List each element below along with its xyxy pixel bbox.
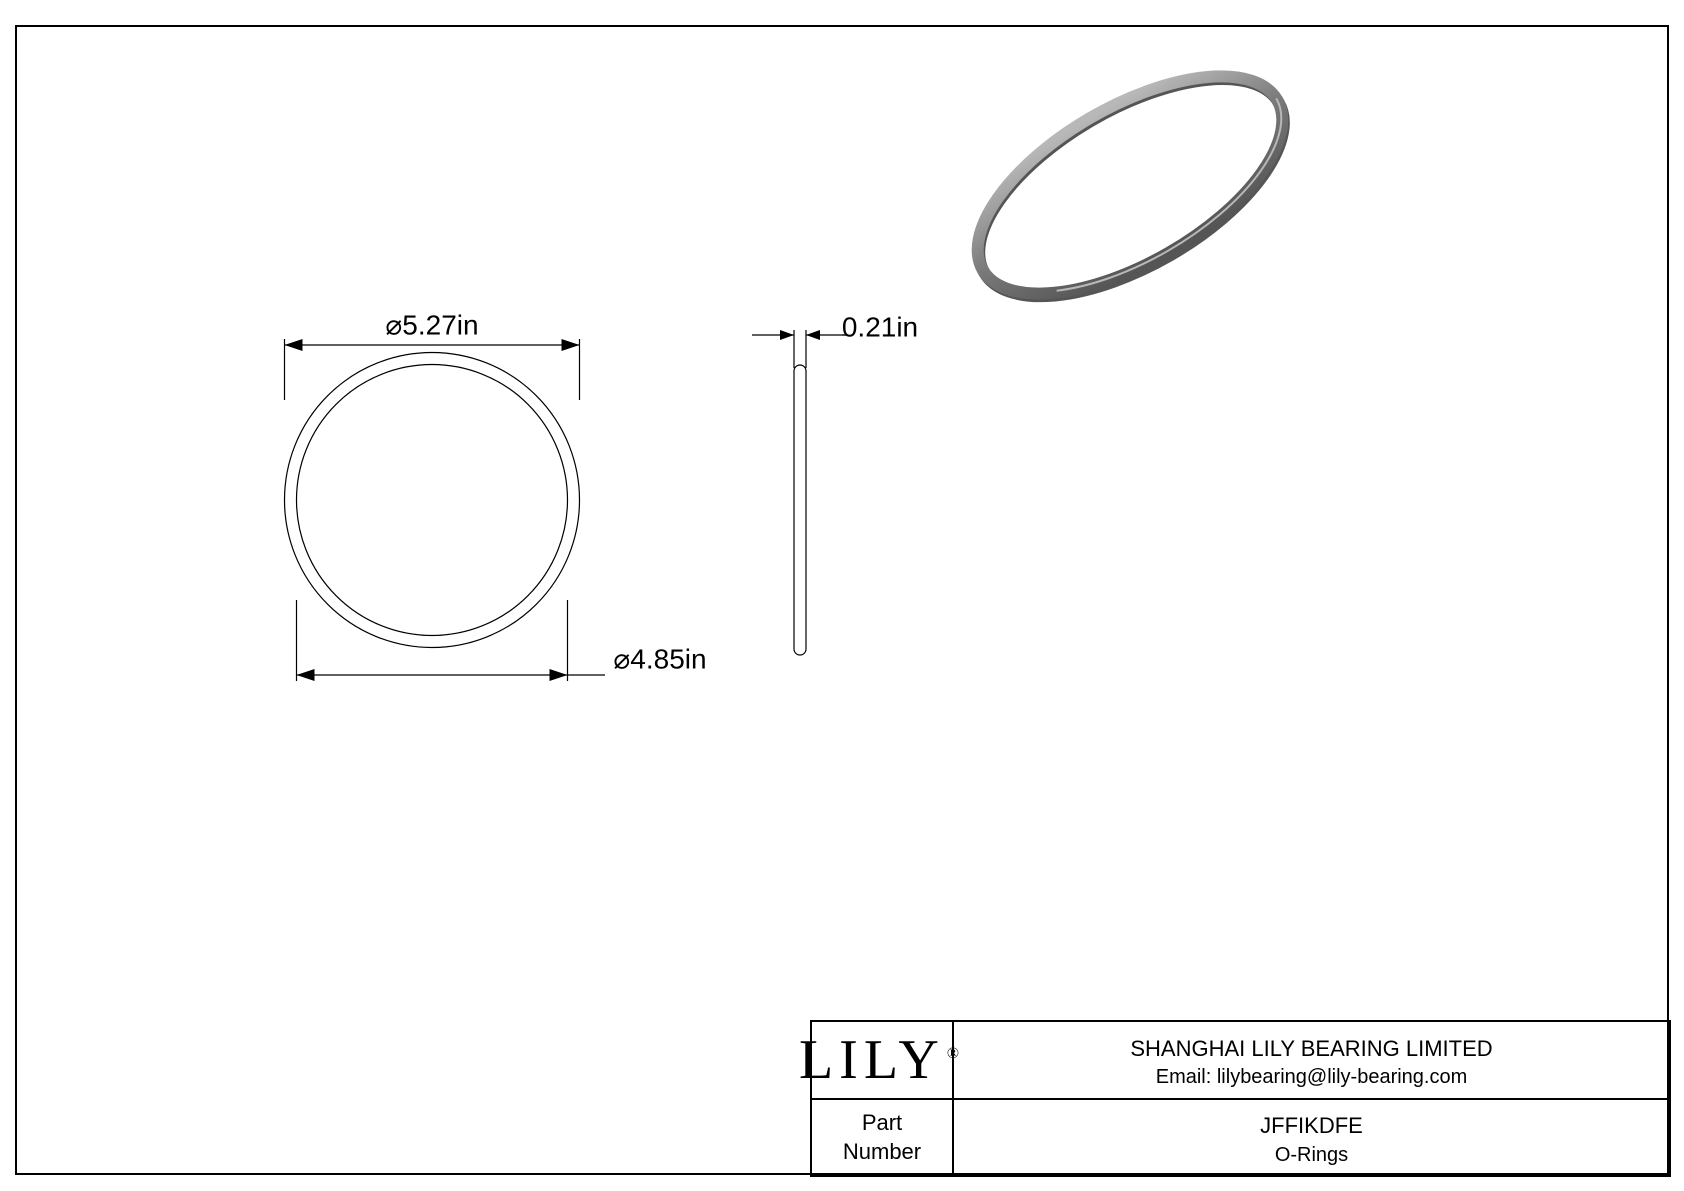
company-email: Email: lilybearing@lily-bearing.com <box>1156 1066 1468 1089</box>
svg-text:⌀5.27in: ⌀5.27in <box>385 309 478 340</box>
svg-text:0.21in: 0.21in <box>842 311 918 342</box>
pn-label-line2: Number <box>843 1138 921 1167</box>
drawing-sheet: ⌀5.27in ⌀4.85in 0.21in LILY® SHANGHAI LILY… <box>0 0 1684 1191</box>
title-block-pn-label-cell: Part Number <box>810 1098 954 1177</box>
company-name: SHANGHAI LILY BEARING LIMITED <box>1130 1031 1492 1066</box>
part-description: O-Rings <box>1275 1144 1348 1167</box>
pn-label-line1: Part <box>862 1109 902 1138</box>
title-block: LILY® SHANGHAI LILY BEARING LIMITED Emai… <box>810 1020 1669 1175</box>
svg-text:⌀4.85in: ⌀4.85in <box>613 643 706 674</box>
logo-text: LILY® <box>799 1032 965 1088</box>
title-block-pn-cell: JFFIKDFE O-Rings <box>952 1098 1671 1177</box>
title-block-company-cell: SHANGHAI LILY BEARING LIMITED Email: lil… <box>952 1020 1671 1100</box>
logo-name: LILY <box>799 1029 945 1091</box>
drawing-canvas: ⌀5.27in ⌀4.85in 0.21in <box>0 0 1684 1191</box>
part-number: JFFIKDFE <box>1260 1108 1363 1143</box>
title-block-logo-cell: LILY® <box>810 1020 954 1100</box>
